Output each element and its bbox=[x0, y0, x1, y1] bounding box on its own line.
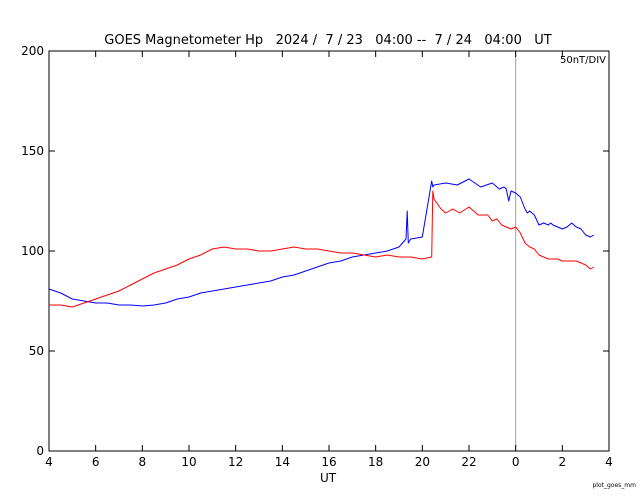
x-axis-label: UT bbox=[320, 471, 337, 485]
x-tick-label: 4 bbox=[605, 455, 613, 469]
y-tick-label: 150 bbox=[21, 144, 44, 158]
x-tick-label: 10 bbox=[181, 455, 196, 469]
series-layer bbox=[48, 178, 595, 308]
chart-title: GOES Magnetometer Hp 2024 / 7 / 23 04:00… bbox=[104, 33, 551, 48]
x-tick-label: 2 bbox=[559, 455, 567, 469]
x-tick-label: 18 bbox=[368, 455, 383, 469]
x-axis: 4 6 8 10 12 14 16 18 20 22 0 2 4 bbox=[45, 51, 613, 469]
x-tick-label: 12 bbox=[228, 455, 243, 469]
x-tick-label: 20 bbox=[415, 455, 430, 469]
y-tick-label: 100 bbox=[21, 244, 44, 258]
x-tick-label: 16 bbox=[321, 455, 336, 469]
y-axis: 0 50 100 150 200 bbox=[21, 44, 609, 458]
scale-note: 50nT/DIV bbox=[560, 55, 606, 66]
x-tick-label: 4 bbox=[45, 455, 53, 469]
y-tick-label: 200 bbox=[21, 44, 44, 58]
x-tick-label: 14 bbox=[275, 455, 290, 469]
x-tick-label: 6 bbox=[92, 455, 100, 469]
y-tick-label: 0 bbox=[36, 444, 44, 458]
x-tick-label: 22 bbox=[461, 455, 476, 469]
footer-note: plot_goes_mm bbox=[593, 482, 637, 489]
series-line-0 bbox=[48, 178, 595, 307]
series-line-1 bbox=[49, 190, 595, 308]
x-tick-label: 8 bbox=[139, 455, 147, 469]
x-tick-label: 0 bbox=[512, 455, 520, 469]
y-tick-label: 50 bbox=[29, 344, 44, 358]
